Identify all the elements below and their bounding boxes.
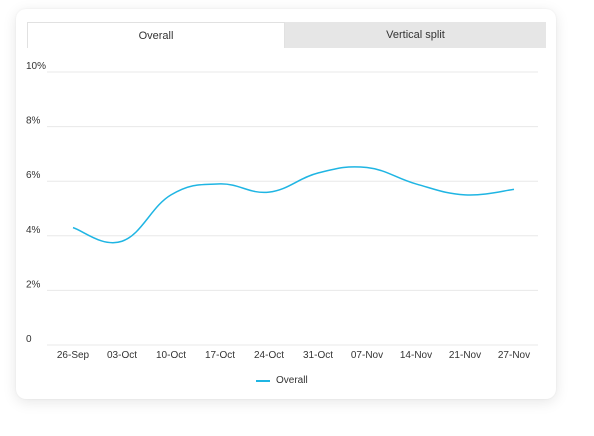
data-point[interactable] — [168, 192, 174, 198]
tab-overall[interactable]: Overall — [27, 22, 285, 48]
x-tick-label: 31-Oct — [303, 350, 333, 361]
data-point[interactable] — [462, 192, 468, 198]
tab-bar: Overall Vertical split — [27, 22, 546, 48]
data-point[interactable] — [266, 189, 272, 195]
x-tick-label: 27-Nov — [498, 350, 530, 361]
data-point[interactable] — [364, 165, 370, 171]
y-tick-label: 2% — [26, 279, 41, 290]
data-point[interactable] — [70, 225, 76, 231]
tab-vertical-split[interactable]: Vertical split — [285, 22, 546, 48]
x-tick-label: 10-Oct — [156, 350, 186, 361]
x-tick-label: 14-Nov — [400, 350, 432, 361]
x-tick-label: 24-Oct — [254, 350, 284, 361]
data-point[interactable] — [217, 181, 223, 187]
data-point[interactable] — [315, 170, 321, 176]
x-tick-label: 26-Sep — [57, 350, 90, 361]
y-tick-label: 6% — [26, 170, 41, 181]
data-point[interactable] — [413, 181, 419, 187]
x-tick-label: 03-Oct — [107, 350, 137, 361]
series-line-overall — [72, 166, 515, 244]
chart-card: Overall Vertical split Overall — [16, 9, 556, 399]
data-point[interactable] — [511, 186, 517, 192]
legend-line-swatch — [256, 379, 270, 382]
x-tick-label: 07-Nov — [351, 350, 383, 361]
y-tick-label: 4% — [26, 225, 41, 236]
y-tick-label: 0 — [26, 334, 32, 345]
x-tick-label: 17-Oct — [205, 350, 235, 361]
x-tick-label: 21-Nov — [449, 350, 481, 361]
y-tick-label: 10% — [26, 61, 46, 72]
legend-label: Overall — [276, 375, 308, 386]
y-tick-label: 8% — [26, 116, 41, 127]
chart-legend[interactable]: Overall — [256, 375, 308, 386]
data-point[interactable] — [119, 238, 125, 244]
